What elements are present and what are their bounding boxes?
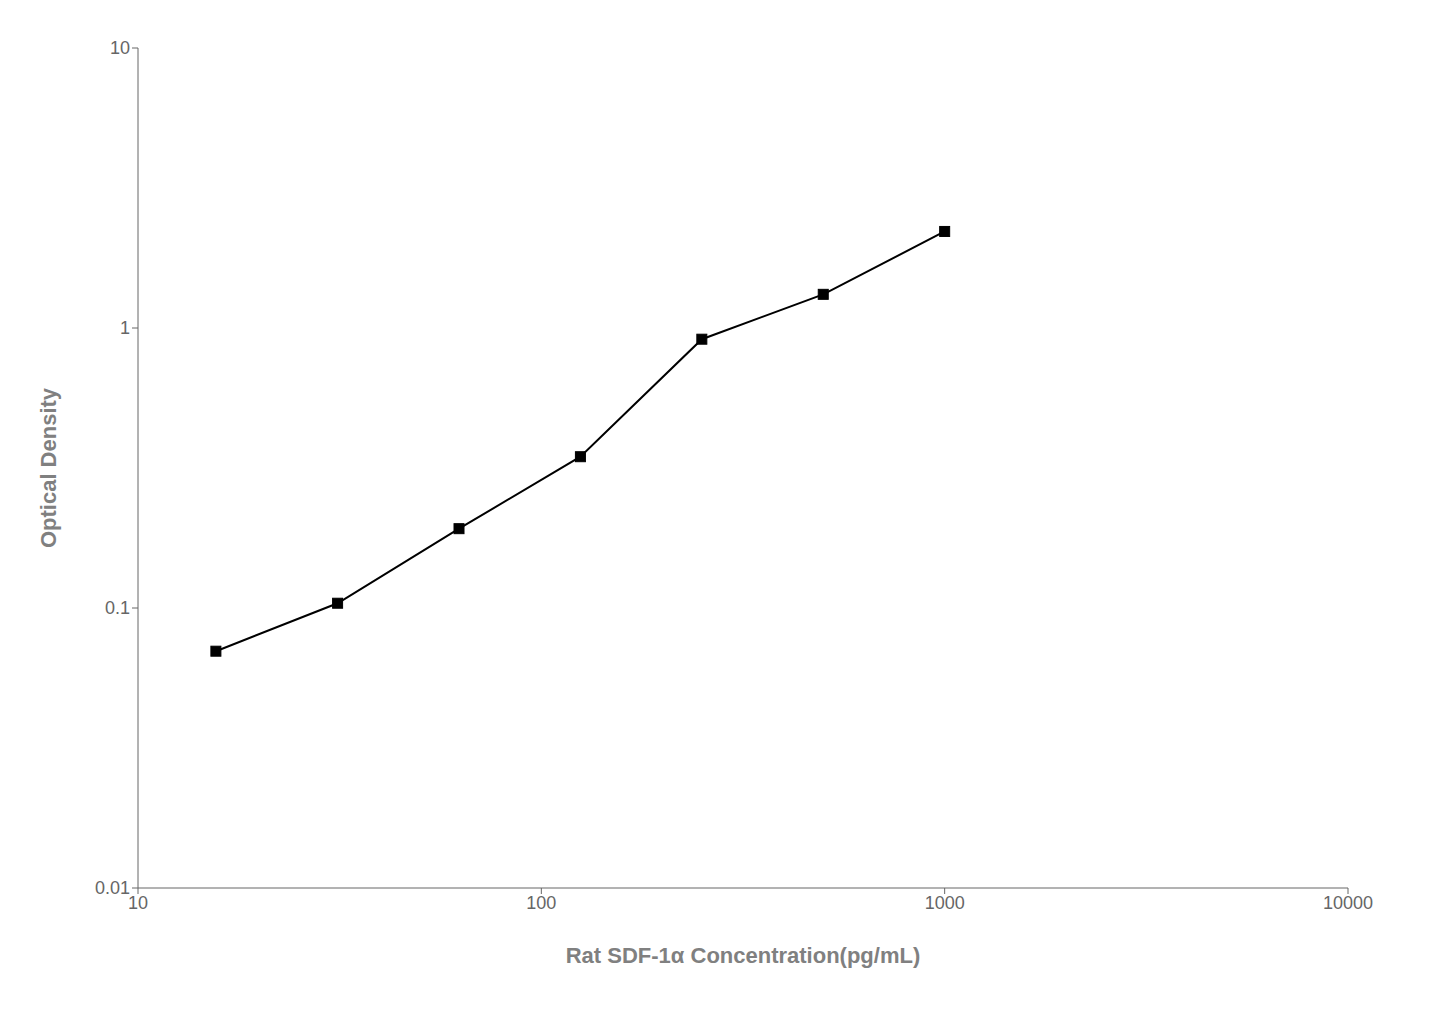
- svg-text:100: 100: [526, 893, 556, 913]
- svg-text:0.01: 0.01: [95, 878, 130, 898]
- svg-text:10: 10: [110, 38, 130, 58]
- svg-text:Rat SDF-1α Concentration(pg/mL: Rat SDF-1α Concentration(pg/mL): [566, 943, 921, 968]
- svg-text:1000: 1000: [925, 893, 965, 913]
- svg-text:Optical Density: Optical Density: [36, 387, 61, 548]
- svg-text:0.1: 0.1: [105, 598, 130, 618]
- svg-text:10000: 10000: [1323, 893, 1373, 913]
- svg-text:1: 1: [120, 318, 130, 338]
- svg-text:10: 10: [128, 893, 148, 913]
